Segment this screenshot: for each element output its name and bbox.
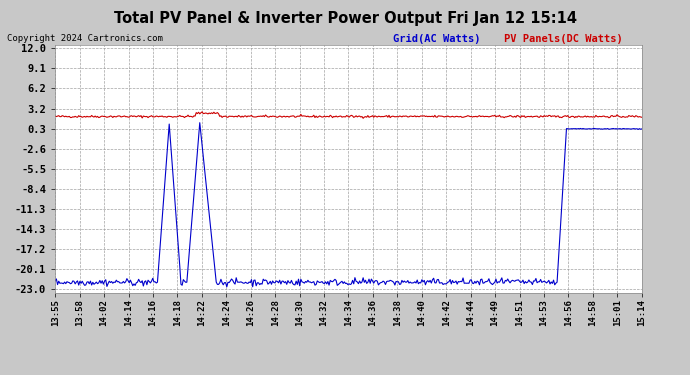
Text: Copyright 2024 Cartronics.com: Copyright 2024 Cartronics.com [7,34,163,43]
Text: Grid(AC Watts): Grid(AC Watts) [393,34,481,44]
Text: PV Panels(DC Watts): PV Panels(DC Watts) [504,34,622,44]
Text: Total PV Panel & Inverter Power Output Fri Jan 12 15:14: Total PV Panel & Inverter Power Output F… [113,11,577,26]
